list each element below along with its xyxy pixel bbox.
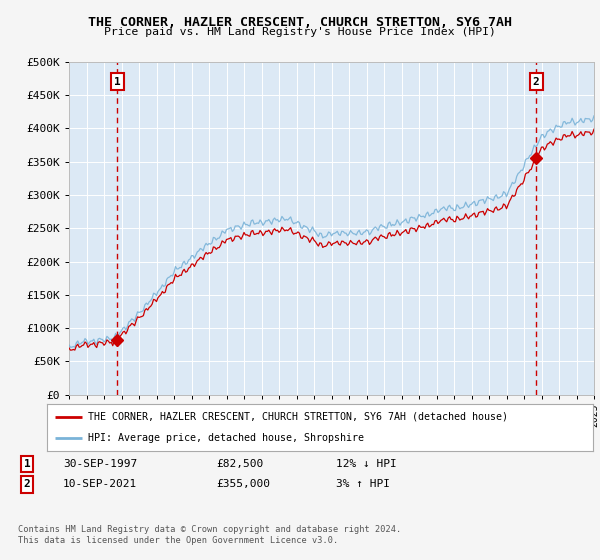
Text: THE CORNER, HAZLER CRESCENT, CHURCH STRETTON, SY6 7AH (detached house): THE CORNER, HAZLER CRESCENT, CHURCH STRE… (88, 412, 508, 422)
Text: £355,000: £355,000 (216, 479, 270, 489)
Text: 1: 1 (23, 459, 31, 469)
Text: Price paid vs. HM Land Registry's House Price Index (HPI): Price paid vs. HM Land Registry's House … (104, 27, 496, 38)
Text: £82,500: £82,500 (216, 459, 263, 469)
Text: 3% ↑ HPI: 3% ↑ HPI (336, 479, 390, 489)
Text: Contains HM Land Registry data © Crown copyright and database right 2024.
This d: Contains HM Land Registry data © Crown c… (18, 525, 401, 545)
Text: 2: 2 (533, 77, 539, 87)
Text: 30-SEP-1997: 30-SEP-1997 (63, 459, 137, 469)
Text: 12% ↓ HPI: 12% ↓ HPI (336, 459, 397, 469)
Text: 10-SEP-2021: 10-SEP-2021 (63, 479, 137, 489)
Text: HPI: Average price, detached house, Shropshire: HPI: Average price, detached house, Shro… (88, 433, 364, 444)
Text: THE CORNER, HAZLER CRESCENT, CHURCH STRETTON, SY6 7AH: THE CORNER, HAZLER CRESCENT, CHURCH STRE… (88, 16, 512, 29)
Text: 2: 2 (23, 479, 31, 489)
Text: 1: 1 (114, 77, 121, 87)
